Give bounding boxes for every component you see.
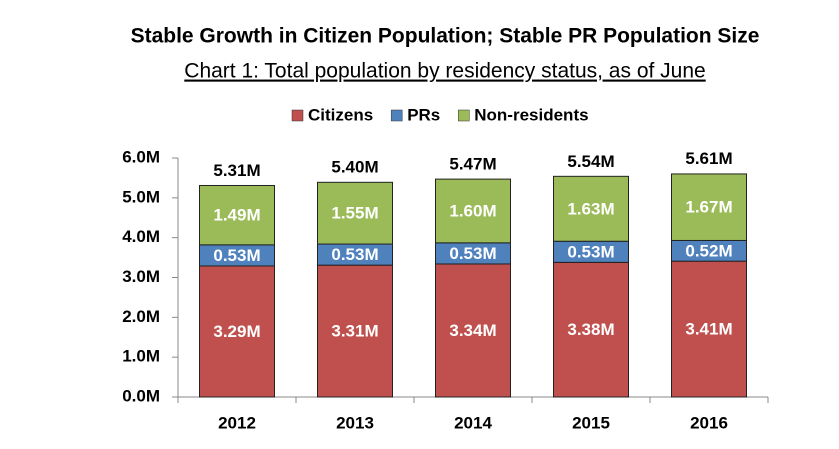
bar-segment <box>317 181 393 245</box>
value-label: 0.53M <box>213 246 260 265</box>
y-tick-label: 0.0M <box>122 386 160 405</box>
y-tick-label: 6.0M <box>122 147 160 166</box>
bar-segment <box>199 184 275 246</box>
total-label: 5.47M <box>449 155 496 174</box>
legend-swatch <box>291 109 304 122</box>
chart-title: Stable Growth in Citizen Population; Sta… <box>131 25 760 48</box>
value-label: 3.34M <box>449 321 496 340</box>
total-label: 5.31M <box>213 161 260 180</box>
total-label: 5.54M <box>567 152 614 171</box>
total-label: 5.61M <box>685 149 732 168</box>
x-tick-label: 2014 <box>454 413 492 432</box>
value-label: 1.67M <box>685 198 732 217</box>
legend-label: PRs <box>407 105 440 124</box>
total-label: 5.40M <box>331 157 378 176</box>
bar-segment <box>199 265 275 398</box>
bar-segment <box>553 261 629 398</box>
y-tick-label: 2.0M <box>122 307 160 326</box>
x-tick-label: 2013 <box>336 413 374 432</box>
bar-segment <box>671 260 747 398</box>
x-tick-label: 2016 <box>690 413 728 432</box>
bar-segment <box>435 178 511 244</box>
legend-swatch <box>458 109 470 122</box>
chart-subtitle: Chart 1: Total population by residency s… <box>184 60 705 83</box>
bar-segment <box>553 175 629 242</box>
value-label: 0.52M <box>685 241 732 260</box>
legend-swatch <box>390 109 403 122</box>
legend-label: Citizens <box>308 105 373 124</box>
bar-segment <box>671 173 747 241</box>
value-label: 3.31M <box>331 322 378 341</box>
value-label: 1.63M <box>567 199 614 218</box>
y-tick-label: 3.0M <box>122 267 160 286</box>
y-tick-label: 5.0M <box>122 187 160 206</box>
x-tick-label: 2012 <box>218 413 256 432</box>
legend-label: Non-residents <box>474 105 588 124</box>
bar-segment <box>435 263 511 398</box>
x-tick-label: 2015 <box>572 413 610 432</box>
value-label: 3.38M <box>567 320 614 339</box>
value-label: 1.60M <box>449 201 496 220</box>
value-label: 1.55M <box>331 204 378 223</box>
value-label: 1.49M <box>213 206 260 225</box>
value-label: 0.53M <box>331 245 378 264</box>
value-label: 0.53M <box>449 244 496 263</box>
value-label: 0.53M <box>567 242 614 261</box>
y-tick-label: 4.0M <box>122 227 160 246</box>
value-label: 3.29M <box>213 322 260 341</box>
y-tick-label: 1.0M <box>122 347 160 366</box>
value-label: 3.41M <box>685 320 732 339</box>
